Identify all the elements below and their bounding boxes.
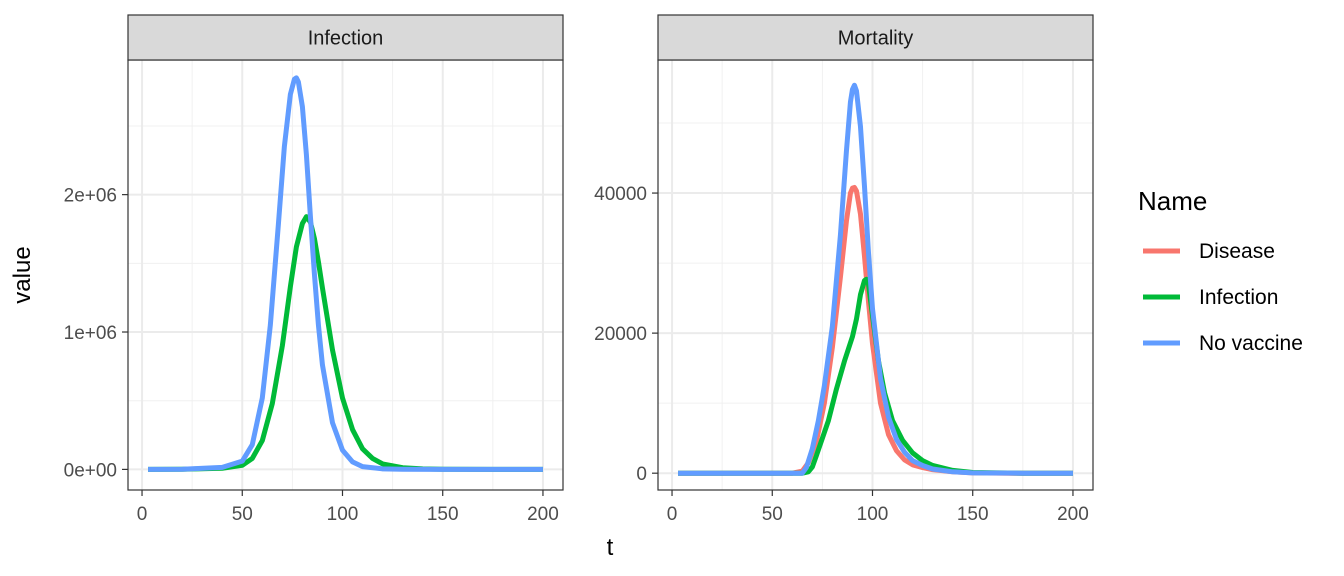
x-tick-label: 0: [137, 504, 148, 525]
x-tick-label: 100: [857, 504, 889, 525]
legend-item-disease: Disease: [1143, 240, 1275, 263]
facet-panels: Infection 0 50 100 150 200 0e+00 1e+06 2e+06 Mort…: [64, 14, 1094, 525]
facet-panel-mortality: Mortality 0 50 100 150 200 0 20000 40000: [594, 14, 1094, 525]
x-tick-label: 150: [957, 504, 989, 525]
x-tick-label: 50: [232, 504, 253, 525]
panel-background: [658, 60, 1093, 490]
facet-strip: [127, 14, 564, 61]
x-tick-label: 200: [1057, 504, 1089, 525]
panel-background: [128, 60, 563, 490]
y-tick-label: 20000: [594, 324, 647, 345]
legend-item-infection: Infection: [1143, 286, 1278, 309]
legend-title: Name: [1138, 186, 1207, 216]
series-line-no-vaccine: [148, 75, 543, 472]
y-tick-label: 2e+06: [64, 186, 117, 207]
x-tick-label: 100: [327, 504, 359, 525]
facet-strip-label: Mortality: [838, 28, 914, 50]
x-tick-label: 150: [427, 504, 459, 525]
legend-label: Disease: [1199, 240, 1275, 263]
x-tick-label: 0: [667, 504, 678, 525]
series-line-no-vaccine: [678, 82, 1073, 476]
facet-strip-label: Infection: [308, 28, 384, 50]
facet-strip: [657, 14, 1094, 61]
series-line-infection: [678, 276, 1073, 476]
facet-panel-infection: Infection 0 50 100 150 200 0e+00 1e+06 2e+06: [64, 14, 564, 525]
legend-label: No vaccine: [1199, 332, 1303, 355]
y-axis-title: value: [9, 246, 36, 303]
legend: Name Disease Infection No vaccine: [1138, 186, 1303, 355]
y-tick-label: 0: [636, 464, 647, 485]
legend-item-no-vaccine: No vaccine: [1143, 332, 1303, 355]
y-tick-label: 1e+06: [64, 323, 117, 344]
x-tick-label: 200: [527, 504, 559, 525]
x-axis-title: t: [607, 534, 614, 561]
y-tick-label: 0e+00: [64, 460, 117, 481]
y-tick-label: 40000: [594, 184, 647, 205]
x-tick-label: 50: [762, 504, 783, 525]
legend-label: Infection: [1199, 286, 1278, 309]
